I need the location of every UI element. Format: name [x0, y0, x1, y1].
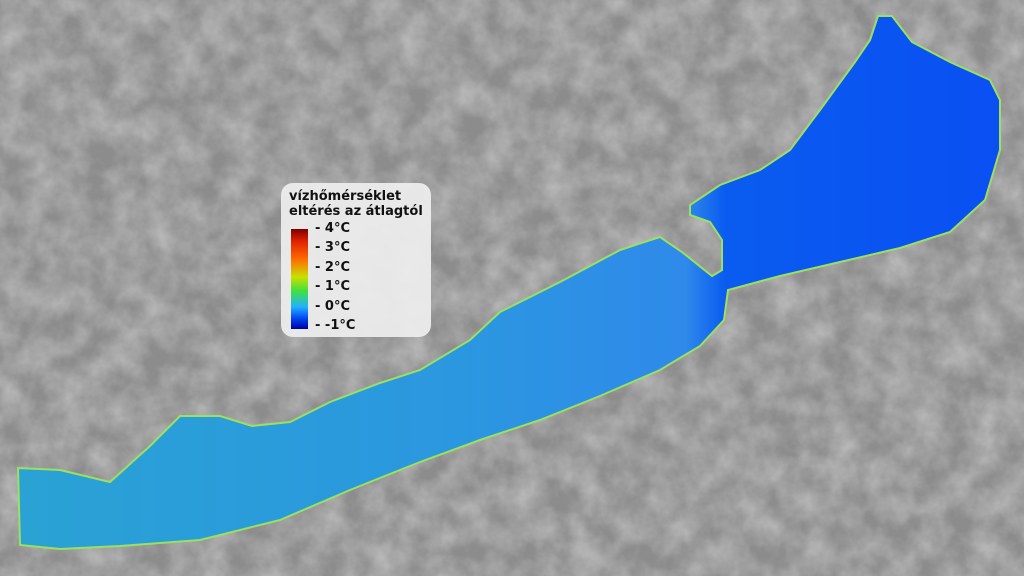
legend-title-line1: vízhőmérséklet: [289, 189, 402, 204]
color-scale-bar: [291, 229, 308, 329]
legend-tick-0: - 0°C: [315, 299, 351, 314]
legend-title-line2: eltérés az átlagtól: [289, 204, 423, 219]
legend: vízhőmérséklet eltérés az átlagtól - 4°C…: [281, 183, 431, 337]
legend-tick-3: - 3°C: [315, 240, 351, 255]
legend-tick-4: - 4°C: [315, 221, 351, 236]
legend-tick-2: - 2°C: [315, 260, 351, 275]
legend-title: vízhőmérséklet eltérés az átlagtól: [289, 189, 423, 219]
legend-tick-minus1: - -1°C: [315, 318, 356, 333]
legend-tick-1: - 1°C: [315, 279, 351, 294]
lake-balaton: [16, 15, 1001, 551]
